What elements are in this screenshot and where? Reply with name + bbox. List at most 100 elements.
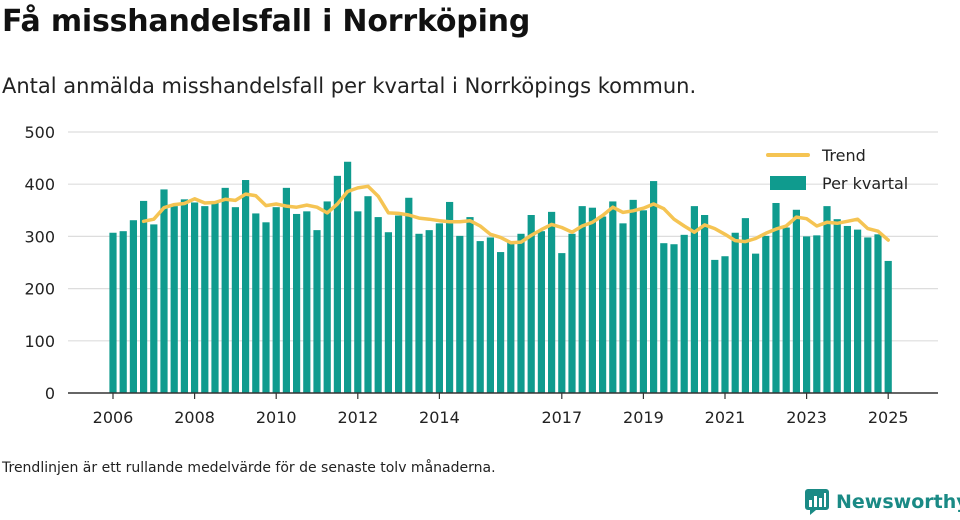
bar <box>690 206 698 393</box>
bar <box>497 252 505 393</box>
bar <box>660 243 668 393</box>
bar <box>191 202 199 393</box>
newsworthy-logo-icon <box>805 489 829 515</box>
y-tick-label: 0 <box>45 384 55 403</box>
bar <box>384 232 392 393</box>
chart-title: Få misshandelsfall i Norrköping <box>2 4 531 39</box>
bar <box>313 230 321 393</box>
x-tick-label: 2017 <box>541 408 582 427</box>
y-tick-label: 400 <box>24 175 55 194</box>
bar <box>272 207 280 393</box>
trend-line <box>141 184 890 245</box>
bar <box>303 211 311 393</box>
bar <box>466 217 474 393</box>
x-tick-label: 2023 <box>786 408 827 427</box>
bar <box>537 231 545 393</box>
y-tick-label: 100 <box>24 332 55 351</box>
bar <box>680 234 688 393</box>
bar <box>180 199 188 393</box>
bar <box>221 187 229 393</box>
bar <box>344 161 352 393</box>
x-tick-label: 2008 <box>174 408 215 427</box>
bar <box>874 234 882 393</box>
bar <box>282 187 290 393</box>
bar <box>619 223 627 393</box>
bar <box>129 220 137 393</box>
y-tick-label: 500 <box>24 123 55 142</box>
footnote: Trendlinjen är ett rullande medelvärde f… <box>2 460 496 476</box>
bar <box>752 253 760 393</box>
bar <box>813 235 821 393</box>
bar <box>242 180 250 393</box>
bar <box>323 201 331 393</box>
bar <box>792 209 800 393</box>
chart-subtitle: Antal anmälda misshandelsfall per kvarta… <box>2 74 697 98</box>
bar <box>548 211 556 393</box>
bar <box>109 232 117 393</box>
bar <box>568 233 576 393</box>
legend: Trend Per kvartal <box>766 146 908 193</box>
legend-bar-swatch <box>770 176 806 190</box>
bar <box>201 206 209 393</box>
bar <box>833 219 841 393</box>
bar <box>803 236 811 393</box>
legend-bar-label: Per kvartal <box>822 174 908 193</box>
bar <box>558 253 566 393</box>
bar <box>843 225 851 393</box>
bar <box>639 210 647 393</box>
x-tick-label: 2012 <box>337 408 378 427</box>
bar <box>333 175 341 393</box>
x-tick-label: 2019 <box>623 408 664 427</box>
bar <box>364 196 372 393</box>
bar <box>762 235 770 393</box>
bar <box>486 237 494 393</box>
bar <box>476 241 484 393</box>
bar-series <box>109 161 892 393</box>
trend-series <box>141 184 890 245</box>
bar <box>517 233 525 393</box>
bar <box>864 237 872 393</box>
x-tick-label: 2025 <box>868 408 909 427</box>
bar <box>374 217 382 393</box>
bar <box>395 215 403 393</box>
bar <box>150 224 158 393</box>
bar <box>731 232 739 393</box>
brand[interactable]: Newsworthy <box>804 488 960 516</box>
bar <box>772 202 780 393</box>
brand-name: Newsworthy <box>836 491 960 513</box>
x-axis: 2006 2008 2010 2012 2014 2017 2019 2021 2023 2025 <box>68 392 938 427</box>
x-tick-label: 2014 <box>419 408 460 427</box>
bar <box>578 206 586 393</box>
bar <box>425 230 433 393</box>
bar <box>884 260 892 393</box>
y-axis-ticks: 0 100 200 300 400 500 <box>24 123 55 403</box>
bar <box>854 229 862 393</box>
legend-trend-label: Trend <box>821 146 866 165</box>
bar <box>231 207 239 393</box>
bar <box>609 201 617 393</box>
bar <box>650 181 658 393</box>
y-tick-label: 200 <box>24 280 55 299</box>
bar <box>262 222 270 393</box>
bar <box>629 199 637 393</box>
bar <box>293 213 301 393</box>
bar <box>415 233 423 393</box>
bar <box>711 259 719 393</box>
y-tick-label: 300 <box>24 227 55 246</box>
x-tick-label: 2010 <box>256 408 297 427</box>
bar <box>211 201 219 393</box>
bar <box>599 216 607 393</box>
bar <box>741 218 749 393</box>
bar <box>170 206 178 393</box>
bar <box>405 197 413 393</box>
bar-chart: 0 100 200 300 400 500 2006 2008 2010 2012 2014 201… <box>24 123 938 427</box>
bar <box>140 200 148 393</box>
bar <box>782 227 790 393</box>
bar <box>507 241 515 393</box>
bar <box>721 256 729 393</box>
bar <box>670 244 678 393</box>
x-tick-label: 2006 <box>93 408 134 427</box>
bar <box>701 214 709 393</box>
bar <box>252 213 260 393</box>
bar <box>160 189 168 393</box>
